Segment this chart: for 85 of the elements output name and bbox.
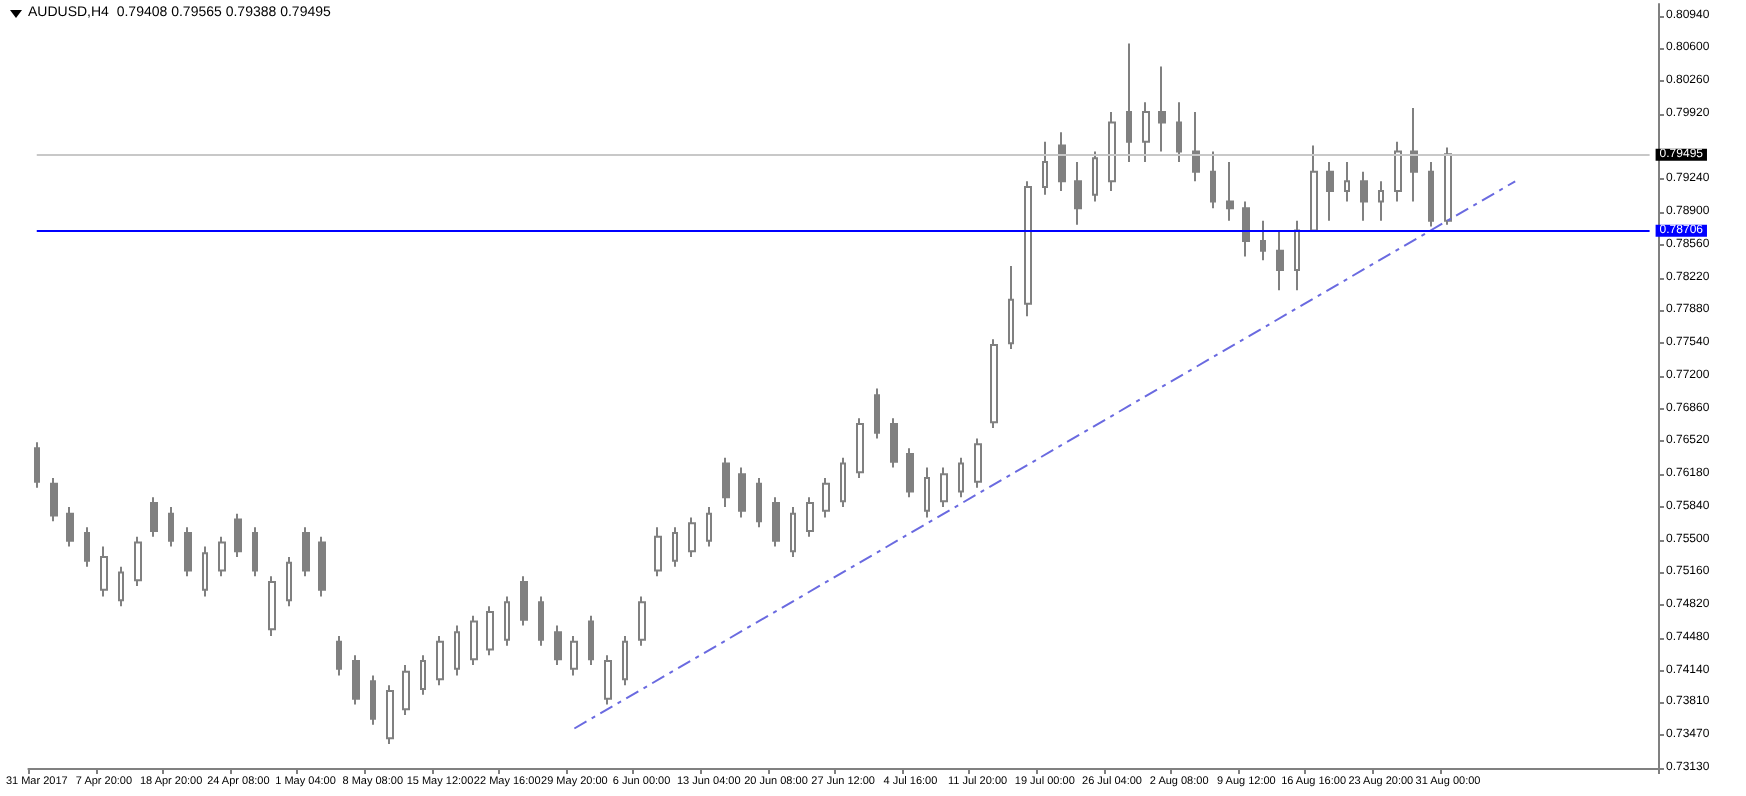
- candlestick: [504, 595, 510, 647]
- candlestick: [1024, 180, 1032, 318]
- candlestick: [688, 516, 696, 559]
- candlestick: [856, 417, 864, 480]
- candlestick: [1074, 161, 1082, 226]
- candlestick: [990, 338, 998, 429]
- candlestick: [1276, 229, 1284, 292]
- candlestick: [1158, 65, 1166, 153]
- candlestick: [470, 614, 478, 666]
- candlestick: [974, 437, 982, 489]
- candlestick: [66, 505, 74, 548]
- candlestick: [234, 512, 242, 559]
- candlestick: [436, 635, 444, 687]
- candlestick: [286, 556, 292, 608]
- candlestick: [1042, 140, 1048, 196]
- candlestick: [654, 526, 662, 578]
- candlestick: [1310, 144, 1318, 232]
- candlestick: [318, 535, 326, 598]
- candlestick: [924, 466, 930, 519]
- candlestick: [1226, 161, 1234, 222]
- candlestick: [1360, 170, 1368, 222]
- candlestick: [706, 505, 712, 548]
- candlestick: [386, 684, 394, 745]
- candlestick: [1176, 101, 1182, 163]
- candlestick: [1294, 219, 1300, 292]
- candlestick: [202, 545, 208, 598]
- candlestick: [722, 456, 730, 508]
- candlestick: [100, 545, 108, 598]
- candlestick: [1108, 110, 1116, 192]
- candlestick: [168, 505, 174, 548]
- candlestick: [958, 456, 964, 499]
- candlestick: [420, 654, 426, 696]
- candlestick: [50, 477, 58, 523]
- candlestick: [1378, 180, 1384, 222]
- candlestick: [454, 624, 460, 677]
- candlestick: [1326, 161, 1334, 222]
- candlestick: [352, 654, 360, 706]
- candlestick: [268, 575, 276, 638]
- candlestick: [402, 663, 410, 717]
- candlestick: [874, 387, 880, 440]
- candlestick: [570, 635, 578, 677]
- candlestick: [554, 624, 562, 666]
- candlestick: [34, 441, 40, 489]
- candlestick: [252, 526, 258, 578]
- candlestick: [588, 614, 594, 666]
- candlestick: [118, 565, 124, 608]
- candlestick: [790, 505, 796, 559]
- candlestick: [772, 496, 780, 548]
- candlestick: [756, 477, 762, 529]
- candlestick: [890, 417, 898, 469]
- candlestick: [1058, 131, 1066, 192]
- candlestick: [1242, 200, 1250, 258]
- candlestick: [1260, 219, 1266, 262]
- candlestick: [906, 447, 914, 499]
- candlestick: [336, 635, 342, 677]
- candlestick: [538, 595, 544, 647]
- candlestick: [672, 526, 678, 568]
- candlestick: [806, 496, 814, 538]
- candlestick: [1092, 150, 1098, 203]
- candlestick: [520, 575, 528, 627]
- candlestick: [150, 496, 158, 538]
- candlestick: [1142, 101, 1150, 163]
- candlestick: [1192, 110, 1200, 183]
- candlestick: [1444, 146, 1452, 226]
- candlestick: [622, 635, 628, 687]
- candlestick: [1394, 140, 1402, 203]
- candlestick: [840, 456, 846, 508]
- candlestick: [1410, 107, 1418, 203]
- candlestick: [638, 595, 646, 647]
- candlestick: [84, 526, 90, 568]
- candlestick: [1428, 161, 1434, 228]
- candlestick: [486, 605, 494, 657]
- candlestick: [1126, 42, 1132, 163]
- candlestick: [370, 674, 376, 726]
- candlestick: [184, 526, 192, 578]
- candlestick: [1008, 265, 1014, 350]
- candlestick: [822, 477, 830, 519]
- candlestick: [1344, 161, 1350, 203]
- candlestick: [604, 654, 612, 706]
- candlestick: [134, 535, 142, 587]
- candlestick: [1210, 150, 1216, 210]
- candlestick: [738, 466, 746, 519]
- candlestick: [302, 526, 310, 578]
- candlestick: [940, 466, 948, 508]
- candlestick: [218, 535, 226, 578]
